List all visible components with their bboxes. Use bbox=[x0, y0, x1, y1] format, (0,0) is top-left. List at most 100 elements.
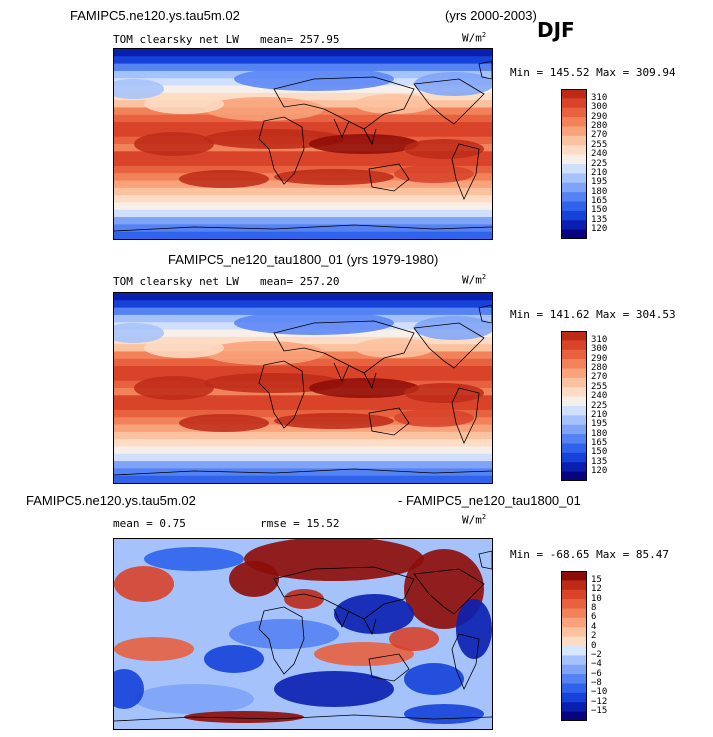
panel1-colorbar-swatch bbox=[561, 173, 587, 184]
panel1-variable: TOM clearsky net LW bbox=[113, 33, 239, 46]
panel2-field-blob bbox=[179, 414, 269, 432]
panel1-title-right: (yrs 2000-2003) bbox=[445, 8, 537, 23]
panel3-coastline bbox=[273, 566, 415, 620]
panel1-colorbar-tick-label: 310 bbox=[591, 92, 608, 103]
panel2-field-blob bbox=[309, 378, 419, 398]
panel1-coastline bbox=[258, 116, 305, 185]
panel2-colorbar-tick-label: 135 bbox=[591, 456, 608, 467]
panel2-colorbar-swatch bbox=[561, 368, 587, 379]
panel2-lat-band bbox=[114, 439, 492, 448]
panel3-coastline bbox=[368, 653, 410, 682]
panel1-field-blob bbox=[134, 132, 214, 156]
panel1-colorbar-swatch bbox=[561, 126, 587, 137]
panel1-colorbar-tick-label: 255 bbox=[591, 139, 608, 150]
panel3-field-blob bbox=[229, 619, 339, 649]
panel2-coastline bbox=[478, 304, 492, 324]
panel3-colorbar-swatch bbox=[561, 674, 587, 684]
panel2-colorbar-svg bbox=[561, 331, 587, 481]
panel1-colorbar-swatch bbox=[561, 89, 587, 99]
panel1-lat-band bbox=[114, 122, 492, 131]
panel1-coastline bbox=[114, 224, 492, 232]
panel1-colorbar-swatch bbox=[561, 201, 587, 212]
panel3-colorbar-swatch bbox=[561, 683, 587, 694]
panel2-field-blob bbox=[414, 316, 492, 340]
panel1-lat-band bbox=[114, 158, 492, 167]
panel1-colorbar-tick-label: 225 bbox=[591, 158, 608, 169]
panel3-field-blob bbox=[114, 637, 194, 661]
panel2-colorbar-tick-label: 210 bbox=[591, 409, 608, 420]
panel1-lat-band bbox=[114, 202, 492, 211]
panel2-colorbar-swatch bbox=[561, 462, 587, 473]
panel2-colorbar-swatch bbox=[561, 443, 587, 454]
panel1-colorbar-tick-label: 290 bbox=[591, 111, 608, 122]
panel1-field-blob bbox=[309, 134, 419, 154]
panel3-colorbar-tick-label: −6 bbox=[591, 668, 602, 679]
panel2-colorbar-tick-label: 310 bbox=[591, 334, 608, 345]
panel3-colorbar-tick-label: 8 bbox=[591, 603, 597, 613]
panel2-lat-band bbox=[114, 293, 492, 302]
panel2-minmax: Min = 141.62 Max = 304.53 bbox=[510, 308, 676, 321]
panel1-colorbar-swatch bbox=[561, 145, 587, 156]
panel2-coastline bbox=[114, 468, 492, 476]
panel1-field-blob bbox=[179, 170, 269, 188]
panel3-units: W/m2 bbox=[462, 513, 487, 527]
panel2-map-svg bbox=[114, 293, 492, 483]
panel1-colorbar-tick-label: 270 bbox=[591, 130, 608, 141]
panel2-field-blob bbox=[114, 323, 164, 343]
panel3-colorbar-swatch bbox=[561, 608, 587, 619]
panel1-map-svg bbox=[114, 49, 492, 239]
panel3-field-blob bbox=[204, 645, 264, 673]
panel2-colorbar-swatch bbox=[561, 377, 587, 388]
panel3-coastline bbox=[478, 550, 492, 570]
panel2-field-blob bbox=[354, 338, 434, 358]
panel1-colorbar-tick-label: 165 bbox=[591, 196, 608, 206]
panel2-lat-band bbox=[114, 395, 492, 404]
panel2-colorbar-swatch bbox=[561, 396, 587, 407]
panel2-colorbar-tick-label: 120 bbox=[591, 466, 608, 477]
panel3-colorbar-tick-label: 4 bbox=[591, 621, 597, 632]
panel2-lat-band bbox=[114, 424, 492, 433]
panel3-colorbar-tick-label: 15 bbox=[591, 574, 602, 585]
panel1-colorbar-swatch bbox=[561, 107, 587, 118]
panel3-field-blob bbox=[114, 566, 174, 602]
panel3-minmax: Min = -68.65 Max = 85.47 bbox=[510, 548, 669, 561]
panel3-title-right: - FAMIPC5_ne120_tau1800_01 bbox=[398, 493, 581, 508]
panel1-colorbar-tick-label: 280 bbox=[591, 121, 608, 131]
panel1-lat-band bbox=[114, 151, 492, 160]
panel2-coastline bbox=[413, 322, 485, 369]
panel1-lat-band bbox=[114, 92, 492, 102]
panel3-field-blob bbox=[134, 684, 254, 714]
panel2-lat-band bbox=[114, 461, 492, 470]
panel3-map-svg bbox=[114, 539, 492, 729]
panel1-lat-band bbox=[114, 209, 492, 219]
panel2-colorbar-swatch bbox=[561, 349, 587, 360]
panel3-colorbar-tick-label: 0 bbox=[591, 640, 597, 651]
panel2-lat-band bbox=[114, 446, 492, 455]
panel3-field-blob bbox=[244, 539, 424, 581]
panel1-title-left: FAMIPC5.ne120.ys.tau5m.02 bbox=[70, 8, 240, 23]
panel1-colorbar-swatch bbox=[561, 135, 587, 146]
panel3-field-blob bbox=[456, 599, 492, 659]
panel3-colorbar-swatch bbox=[561, 589, 587, 600]
panel1-colorbar-tick-label: 240 bbox=[591, 149, 608, 160]
panel1-colorbar-tick-label: 135 bbox=[591, 214, 608, 225]
panel1-lat-band bbox=[114, 217, 492, 226]
panel3-field-blob bbox=[284, 589, 324, 609]
panel2-colorbar-tick-label: 150 bbox=[591, 447, 608, 458]
panel3-coastline bbox=[451, 633, 480, 690]
panel2-variable: TOM clearsky net LW bbox=[113, 275, 239, 288]
panel3-colorbar-tick-label: 6 bbox=[591, 612, 597, 623]
panel1-lat-band bbox=[114, 56, 492, 65]
panel2-colorbar: 310 300 290 280 270 255 240 225 210 195 180 165 150 1… bbox=[561, 331, 607, 481]
panel2-lat-band bbox=[114, 366, 492, 375]
panel2-colorbar-tick-label: 300 bbox=[591, 344, 608, 355]
panel3-colorbar-swatch bbox=[561, 627, 587, 638]
panel2-colorbar-swatch bbox=[561, 406, 587, 416]
panel3-colorbar-swatch bbox=[561, 692, 587, 703]
panel3-coastline bbox=[258, 606, 305, 675]
panel2-coastline bbox=[333, 362, 377, 390]
panel2-units: W/m2 bbox=[462, 273, 487, 287]
panel2-field-blob bbox=[144, 338, 224, 358]
panel1-colorbar-tick-label: 300 bbox=[591, 102, 608, 113]
panel3-colorbar-swatch bbox=[561, 636, 587, 647]
